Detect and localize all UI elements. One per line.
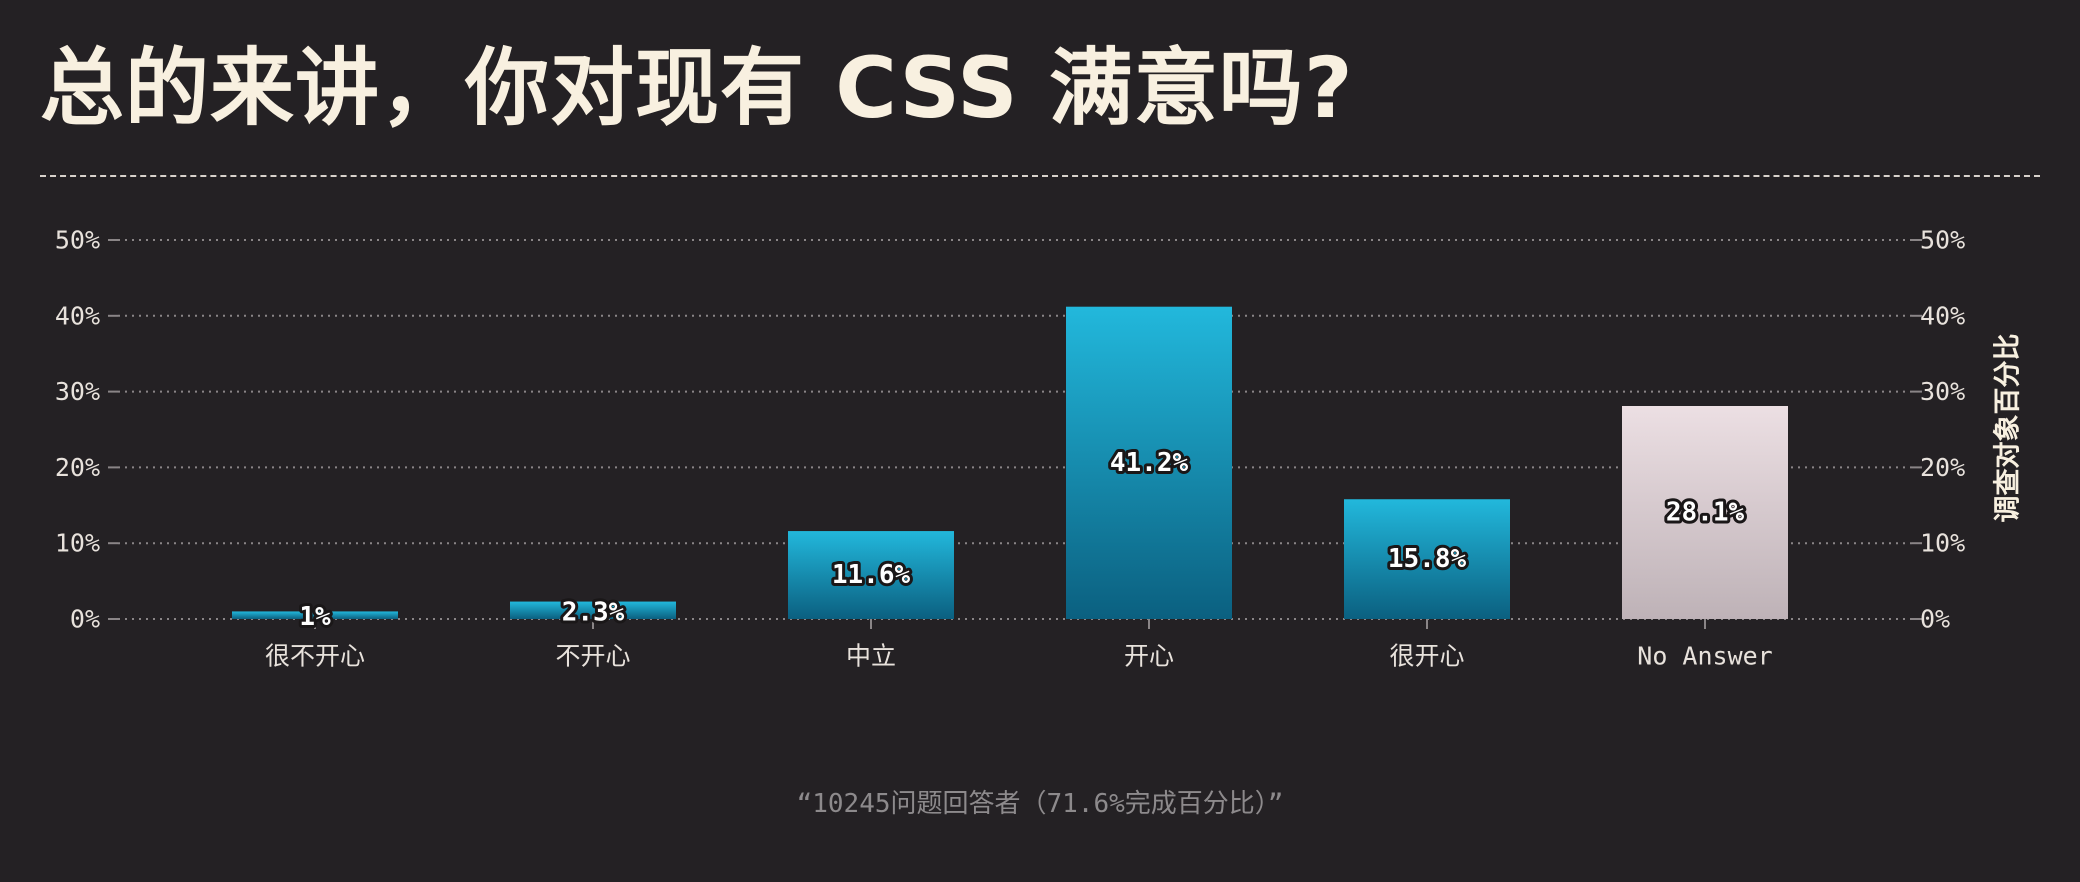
x-category-label: 很开心 [1389, 642, 1464, 671]
bar-category-5 [1344, 499, 1510, 619]
y-tick-label-left: 40% [55, 301, 100, 330]
data-label: 2.3% [562, 597, 625, 627]
bars-layer [232, 306, 1788, 619]
y-tick-label-right: 20% [1920, 453, 1965, 482]
data-label: 28.1% [1666, 498, 1745, 528]
labels-layer: 很不开心 1% 不开心 2.3% 中立 11.6% 开心 41.2% 很开心 15.8% No An… [265, 445, 1773, 671]
y-tick-label-left: 50% [55, 226, 100, 255]
x-category-label: 不开心 [555, 642, 630, 671]
data-label: 15.8% [1388, 544, 1467, 574]
y-axis-title: 调查对象百分比 [1992, 334, 2024, 523]
bar-category-3 [788, 531, 954, 619]
y-tick-label-left: 0% [70, 605, 100, 634]
y-tick-label-left: 10% [55, 529, 100, 558]
grid-layer: 0% 0% 10% 10% 20% 20% 30% 30% 40% 40% 50% 50% [55, 226, 1965, 634]
data-label: 41.2% [1110, 448, 1189, 478]
x-category-label: 很不开心 [265, 642, 365, 671]
chart-title: 总的来讲，你对现有 CSS 满意吗? [40, 39, 1354, 137]
x-category-label: 中立 [846, 642, 896, 671]
bar-category-4 [1066, 306, 1232, 619]
y-tick-label-left: 30% [55, 377, 100, 406]
x-category-label: No Answer [1637, 642, 1772, 671]
data-label: 1% [299, 602, 331, 632]
y-tick-label-right: 30% [1920, 377, 1965, 406]
title-divider [40, 175, 2040, 177]
bar-category-2 [510, 601, 676, 619]
respondents-footnote: “10245问题回答者（71.6%完成百分比）” [796, 789, 1284, 819]
y-tick-label-right: 40% [1920, 301, 1965, 330]
bar-no-answer [1622, 406, 1788, 619]
y-tick-label-right: 10% [1920, 529, 1965, 558]
bar-category-1 [232, 611, 398, 619]
x-category-label: 开心 [1124, 642, 1174, 671]
y-tick-label-right: 50% [1920, 226, 1965, 255]
y-tick-label-right: 0% [1920, 605, 1950, 634]
y-tick-label-left: 20% [55, 453, 100, 482]
data-label: 11.6% [832, 560, 911, 590]
